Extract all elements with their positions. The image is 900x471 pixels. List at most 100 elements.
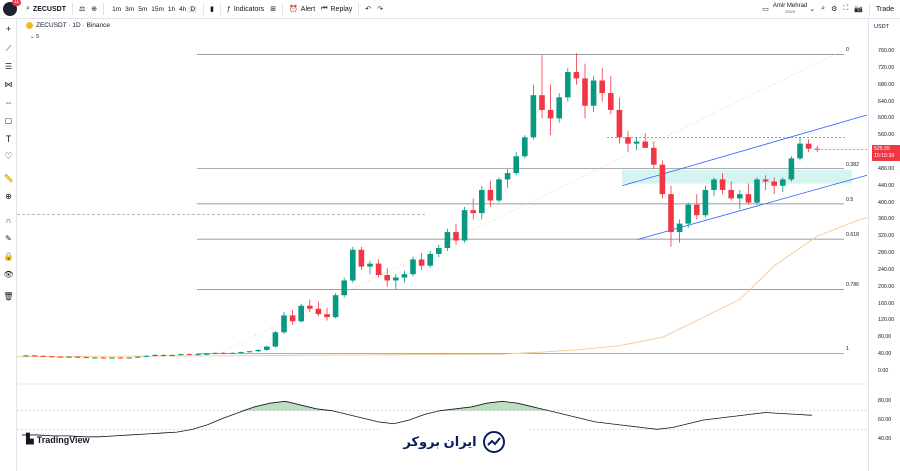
- search-icon: ⌕: [26, 5, 30, 12]
- candle-down: [814, 148, 820, 150]
- interval-1m[interactable]: 1m: [112, 5, 122, 13]
- candle-up: [780, 179, 786, 186]
- candle-down: [616, 109, 623, 138]
- replay-label: Replay: [330, 5, 353, 13]
- candle-up: [504, 173, 511, 180]
- candle-up: [797, 143, 803, 159]
- icon-tool[interactable]: ♡: [3, 151, 14, 162]
- camera-icon: 📷: [854, 6, 863, 13]
- candle-down: [74, 356, 81, 358]
- crosshair-tool[interactable]: +: [3, 23, 14, 34]
- candle-down: [358, 249, 365, 267]
- interval-15m[interactable]: 15m: [151, 5, 164, 13]
- fib-icon: ☰: [4, 62, 13, 71]
- ruler-tool[interactable]: 📏: [3, 173, 14, 184]
- heart-icon: ♡: [4, 151, 13, 161]
- price-axis[interactable]: 760.00720.00680.00640.00600.00560.00520.…: [868, 19, 900, 471]
- candle-up: [711, 179, 717, 190]
- candle-down: [307, 305, 313, 309]
- candle-down: [453, 232, 459, 241]
- chevron-down-icon: ⌄: [809, 6, 816, 13]
- candle-up: [676, 223, 683, 233]
- symbol-name: ZECUSDT: [32, 5, 66, 13]
- candle-up: [169, 355, 175, 356]
- fullscreen-button[interactable]: ⛶: [840, 0, 851, 19]
- text-tool[interactable]: T: [3, 133, 14, 144]
- broker-name: ایران بروکر: [403, 434, 477, 449]
- alert-button[interactable]: ⏰ Alert: [286, 0, 318, 19]
- divider: [203, 3, 205, 15]
- trade-button[interactable]: Trade: [873, 0, 900, 19]
- candle-down: [539, 95, 545, 110]
- interval-4h[interactable]: 4h: [179, 5, 187, 13]
- add-symbol-button[interactable]: ⊕: [88, 0, 100, 19]
- channel-lower-line: [636, 174, 868, 241]
- shape-tool[interactable]: ▢: [3, 115, 14, 126]
- trendline-tool[interactable]: ⟋: [3, 43, 14, 54]
- layout-menu[interactable]: ▭ Amir Mehrad Save ⌄: [759, 0, 818, 19]
- pencil-lock-tool[interactable]: ✎: [3, 233, 14, 244]
- candle-up: [496, 179, 502, 201]
- layouts-button[interactable]: ⊞: [267, 0, 279, 19]
- lock-icon: 🔒: [3, 252, 14, 261]
- visibility-tool[interactable]: 👁: [3, 269, 14, 280]
- zoom-tool[interactable]: ⊕: [3, 191, 14, 202]
- legend-volume[interactable]: ⌄ 5: [30, 34, 39, 40]
- broker-logo-icon: [482, 431, 505, 453]
- price-chart[interactable]: [17, 19, 868, 471]
- candle-down: [83, 357, 89, 359]
- user-avatar[interactable]: 11: [3, 0, 21, 16]
- candle-up: [341, 280, 347, 296]
- interval-D[interactable]: D: [188, 5, 198, 13]
- candle-up: [255, 349, 261, 352]
- candle-up: [203, 353, 210, 355]
- undo-button[interactable]: ↶: [362, 0, 374, 19]
- forecast-tool[interactable]: ⇔: [3, 97, 14, 108]
- rsi-axis-label: 40.00: [878, 435, 892, 442]
- candle-up: [238, 352, 244, 354]
- compare-button[interactable]: ⚖: [76, 0, 88, 19]
- layout-icon: ▭: [762, 6, 769, 13]
- price-axis-label: 40.00: [878, 351, 892, 358]
- candle-down: [668, 194, 674, 233]
- snapshot-button[interactable]: 📷: [851, 0, 866, 19]
- price-axis-label: 560.00: [878, 132, 895, 139]
- candle-down: [100, 357, 107, 359]
- indicators-button[interactable]: ƒ Indicators: [224, 0, 267, 19]
- replay-button[interactable]: ⏮ Replay: [318, 0, 355, 19]
- price-axis-label: 240.00: [878, 266, 895, 273]
- candle-down: [289, 315, 296, 322]
- lock-tool[interactable]: 🔒: [3, 251, 14, 262]
- symbol-search[interactable]: ⌕ ZECUSDT: [23, 0, 69, 19]
- tv-icon: ▙: [26, 434, 34, 445]
- interval-selector: 1m 3m 5m 15m 1h 4h D: [107, 0, 200, 19]
- magnet-tool[interactable]: ∩: [3, 215, 14, 226]
- candle-up: [152, 355, 158, 356]
- fib-tool[interactable]: ☰: [3, 61, 14, 72]
- quick-search-button[interactable]: ⌕: [818, 0, 828, 19]
- delete-tool[interactable]: 🗑: [3, 291, 14, 302]
- last-price-badge: 525.55 15:15:39: [872, 145, 900, 161]
- interval-3m[interactable]: 3m: [125, 5, 135, 13]
- candle-up: [246, 351, 253, 353]
- last-price: 525.55: [874, 146, 890, 152]
- candle-up: [479, 189, 485, 214]
- settings-button[interactable]: ⚙: [828, 0, 840, 19]
- pencil-icon: ✎: [5, 234, 12, 243]
- candle-down: [49, 356, 55, 358]
- price-axis-label: 280.00: [878, 250, 895, 257]
- alert-label: Alert: [300, 5, 316, 13]
- interval-1h[interactable]: 1h: [167, 5, 176, 13]
- candle-down: [40, 355, 46, 357]
- chart-type-button[interactable]: ▮: [207, 0, 217, 19]
- currency-label[interactable]: USDT: [874, 24, 889, 30]
- alarm-icon: ⏰: [289, 6, 298, 13]
- tradingview-logo[interactable]: ▙ TradingView: [26, 434, 90, 445]
- pattern-tool[interactable]: ⋈: [3, 79, 14, 90]
- drawing-toolbar: + ⟋ ☰ ⋈ ⇔ ▢ T ♡ 📏 ⊕ ∩ ✎ 🔒 👁 🗑: [0, 19, 17, 471]
- candle-up: [23, 355, 29, 357]
- fib-level-label: 0.618: [846, 232, 859, 239]
- price-axis-label: 480.00: [878, 165, 895, 172]
- redo-button[interactable]: ↷: [374, 0, 386, 19]
- interval-5m[interactable]: 5m: [138, 5, 148, 13]
